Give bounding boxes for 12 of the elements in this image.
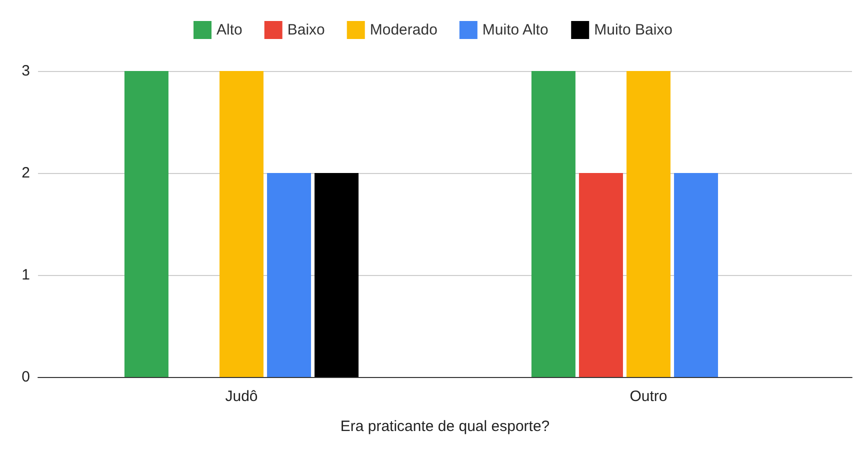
- y-tick-label: 2: [22, 164, 30, 182]
- legend-label: Moderado: [370, 22, 438, 38]
- y-tick-label: 0: [22, 368, 30, 386]
- y-tick-label: 3: [22, 62, 30, 80]
- y-tick-label: 1: [22, 266, 30, 284]
- legend-label: Baixo: [287, 22, 325, 38]
- x-tick-label: Judô: [225, 388, 258, 405]
- x-axis-title: Era praticante de qual esporte?: [340, 418, 550, 435]
- legend-label: Muito Alto: [482, 22, 548, 38]
- legend-label: Alto: [216, 22, 242, 38]
- x-tick-label: Outro: [630, 388, 668, 405]
- legend-label: Muito Baixo: [594, 22, 672, 38]
